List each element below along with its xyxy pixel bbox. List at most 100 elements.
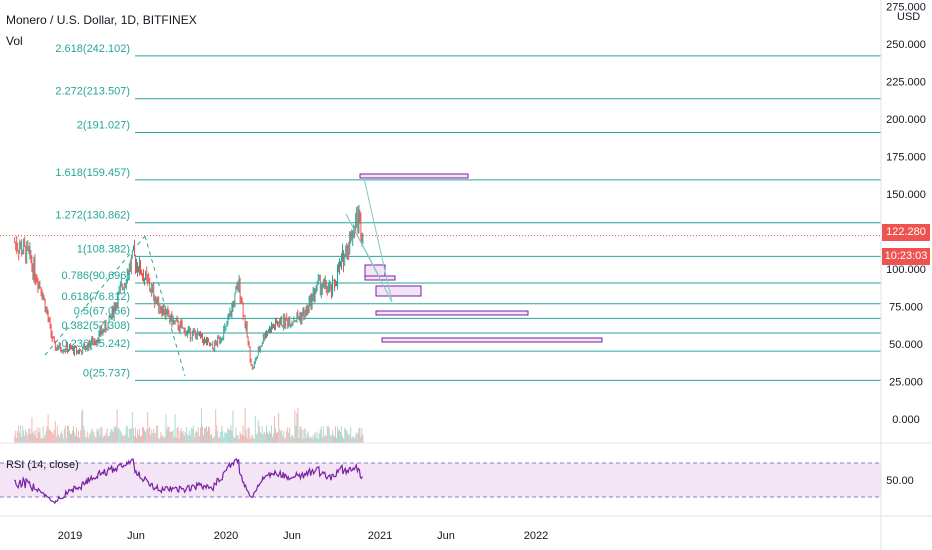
volume-bar xyxy=(114,427,116,443)
volume-bar xyxy=(48,429,50,443)
volume-bar xyxy=(129,428,131,443)
volume-bar xyxy=(164,436,166,443)
volume-bar xyxy=(25,429,27,443)
volume-bar xyxy=(107,436,109,443)
volume-bar xyxy=(170,431,172,443)
projection-line xyxy=(363,177,393,303)
volume-bar xyxy=(157,425,159,443)
volume-bar xyxy=(320,426,322,443)
volume-bar xyxy=(179,430,181,443)
volume-bar xyxy=(140,436,141,443)
volume-bar xyxy=(246,437,248,443)
volume-bar xyxy=(287,427,289,443)
time-label: 2022 xyxy=(524,530,548,542)
volume-bar xyxy=(88,437,90,443)
volume-bar xyxy=(249,438,251,443)
volume-bar xyxy=(244,407,246,443)
volume-bar xyxy=(201,408,202,443)
volume-bar xyxy=(362,434,364,443)
volume-bar xyxy=(297,407,299,443)
countdown-badge: 10:23:03 xyxy=(882,248,930,265)
volume-bar xyxy=(313,434,315,443)
time-label: Jun xyxy=(283,530,301,542)
fib-retracement: 2.618(242.102) 2.272(213.507) 2(191.027) 1.… xyxy=(44,43,881,381)
volume-bar xyxy=(74,432,75,443)
price-tick: 150.000 xyxy=(886,189,926,201)
volume-bar xyxy=(259,431,261,443)
volume-bar xyxy=(134,436,135,443)
projection-box xyxy=(375,285,422,297)
volume-bar xyxy=(192,425,194,443)
volume-bar xyxy=(299,426,301,443)
volume-bar xyxy=(172,430,174,443)
price-scale[interactable]: 275.000 250.000 225.000 200.000 175.000 150.0… xyxy=(886,2,926,488)
volume-bar xyxy=(193,436,195,443)
volume-bar xyxy=(270,433,271,443)
volume-bar xyxy=(276,432,277,443)
volume-bar xyxy=(105,433,107,443)
volume-bar xyxy=(343,438,344,443)
volume-bar xyxy=(205,428,206,443)
volume-bar xyxy=(127,437,129,443)
volume-bar xyxy=(227,427,229,443)
volume-bar xyxy=(99,435,101,443)
volume-bar xyxy=(242,425,244,443)
volume-bar xyxy=(14,435,16,443)
price-tick: 25.000 xyxy=(889,377,923,389)
projection-line xyxy=(345,213,379,275)
volume-bar xyxy=(266,425,267,443)
volume-bar xyxy=(116,409,118,443)
volume-bar xyxy=(315,437,317,443)
volume-bar xyxy=(238,438,240,443)
volume-bar xyxy=(318,433,320,443)
volume-bar xyxy=(206,426,207,443)
volume-bar xyxy=(332,429,333,443)
volume-bar xyxy=(216,425,218,443)
volume-bar xyxy=(24,435,26,443)
volume-bar xyxy=(15,430,17,443)
volume-bar xyxy=(295,425,297,443)
volume-bar xyxy=(110,429,112,443)
volume-bar xyxy=(165,414,167,443)
volume-bar xyxy=(180,428,182,443)
volume-bar xyxy=(144,430,145,443)
volume-bar xyxy=(324,435,326,443)
volume-bar xyxy=(182,430,184,443)
volume-bar xyxy=(104,435,106,443)
rsi-line xyxy=(13,458,363,505)
volume-bar xyxy=(109,432,111,443)
volume-bar xyxy=(131,412,133,443)
volume-bar xyxy=(185,426,187,443)
volume-bar xyxy=(52,433,54,443)
volume-bar xyxy=(296,412,298,443)
volume-bar xyxy=(145,431,146,443)
volume-bar xyxy=(37,427,39,443)
volume-bar xyxy=(63,428,65,443)
volume-bar xyxy=(142,426,143,443)
volume-bar xyxy=(349,435,351,443)
volume-bar xyxy=(241,434,243,443)
volume-bar xyxy=(58,436,60,443)
volume-bar xyxy=(352,436,354,443)
volume-bar xyxy=(219,437,221,443)
volume-bar xyxy=(345,429,347,443)
volume-bar xyxy=(285,437,287,443)
volume-bar xyxy=(260,433,262,443)
volume-bar xyxy=(325,435,327,443)
volume-label: Vol xyxy=(6,34,23,48)
volume-bar xyxy=(253,438,255,443)
volume-bar xyxy=(211,434,212,443)
volume-bar xyxy=(30,433,32,443)
volume-bar xyxy=(289,427,291,443)
volume-bar xyxy=(57,434,59,443)
volume-bar xyxy=(103,435,105,443)
time-axis[interactable]: 2019 Jun 2020 Jun 2021 Jun 2022 xyxy=(58,530,548,542)
volume-bar xyxy=(69,430,70,443)
volume-bar xyxy=(293,438,295,443)
volume-bar xyxy=(314,432,316,443)
volume-bar xyxy=(137,429,138,443)
volume-bar xyxy=(336,437,337,443)
volume-bar xyxy=(272,437,273,443)
volume-bar xyxy=(158,438,160,443)
